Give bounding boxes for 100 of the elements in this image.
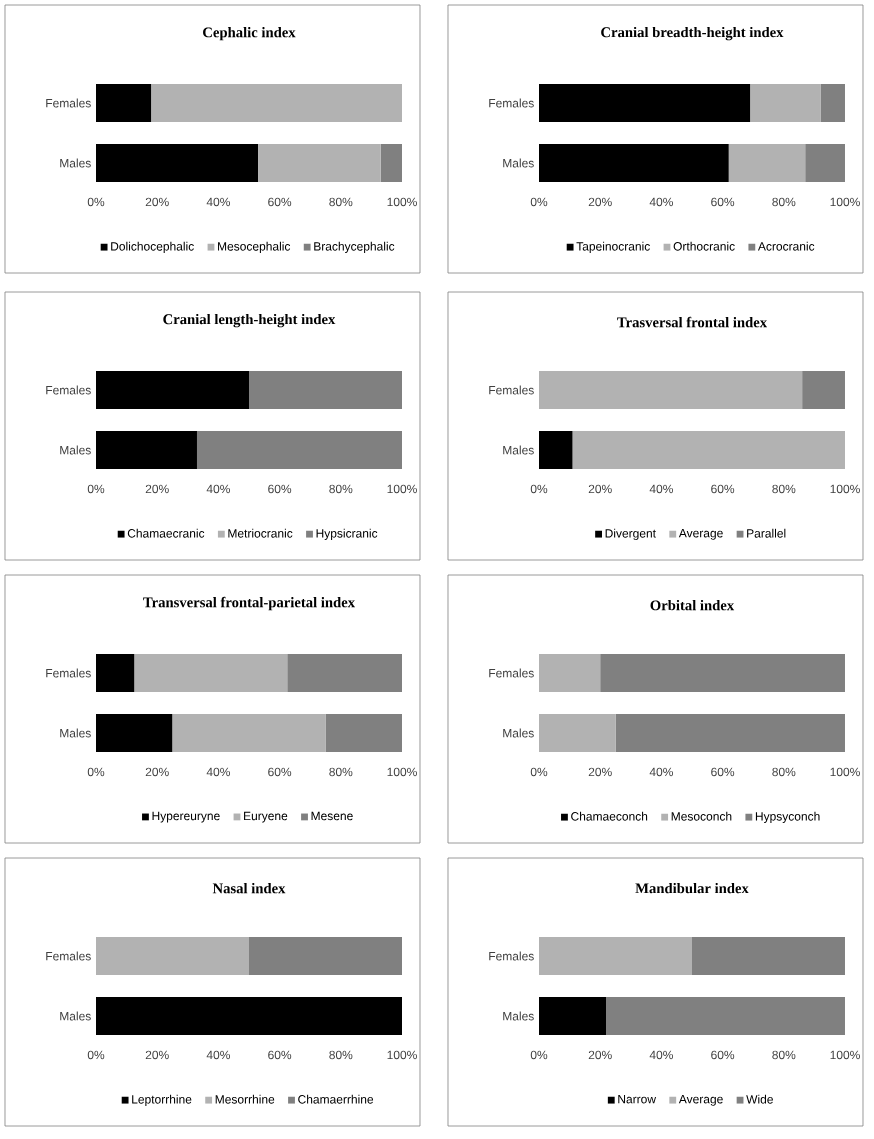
bar	[805, 144, 845, 183]
chart-title: Cranial breadth-height index	[601, 26, 784, 41]
bar	[151, 84, 402, 123]
x-tick-label: 0%	[87, 484, 105, 494]
x-tick-label: 80%	[772, 767, 796, 777]
bar	[600, 654, 845, 693]
legend-label: Mesocephalic	[218, 241, 291, 253]
x-tick-label: 60%	[268, 767, 292, 777]
bar	[606, 997, 845, 1036]
bar	[572, 431, 845, 470]
y-tick-label: Females	[46, 668, 91, 678]
legend-label: Mesorrhine	[215, 1094, 275, 1104]
bar	[96, 144, 259, 183]
bar	[539, 84, 751, 123]
x-tick-label: 20%	[588, 767, 612, 777]
x-tick-label: 0%	[530, 767, 548, 777]
chart-title: Nasal index	[212, 882, 286, 894]
y-tick-label: Males	[503, 445, 534, 455]
legend-label: Hypsicranic	[316, 528, 378, 540]
bar	[692, 937, 845, 976]
legend-label: Acrocranic	[757, 241, 815, 251]
x-tick-label: 40%	[206, 1050, 230, 1060]
x-tick-label: 20%	[145, 484, 169, 494]
bar	[615, 714, 845, 753]
y-tick-label: Males	[60, 1011, 91, 1021]
legend-label: Euryene	[244, 811, 288, 823]
x-tick-label: 0%	[87, 767, 105, 777]
x-tick-label: 100%	[830, 767, 860, 777]
legend-label: Narrow	[618, 1095, 657, 1104]
x-tick-label: 60%	[711, 484, 735, 494]
x-tick-label: 100%	[387, 197, 417, 207]
chart-title: Mandibular index	[635, 882, 749, 894]
y-tick-label: Females	[489, 385, 534, 395]
legend-label: Average	[678, 1095, 723, 1106]
legend-label: Chamaecranic	[127, 528, 205, 538]
x-tick-label: 60%	[268, 1050, 292, 1060]
x-tick-label: 80%	[329, 197, 353, 207]
x-tick-label: 40%	[206, 767, 230, 777]
bar	[96, 371, 249, 410]
y-tick-label: Females	[46, 951, 91, 961]
x-tick-label: 80%	[329, 767, 353, 777]
y-tick-label: Males	[503, 1011, 534, 1021]
x-tick-label: 20%	[588, 1050, 612, 1060]
x-tick-label: 100%	[830, 484, 860, 494]
x-tick-label: 80%	[329, 1050, 353, 1060]
x-tick-label: 80%	[772, 197, 796, 207]
bar	[380, 144, 402, 183]
y-tick-label: Females	[489, 668, 534, 678]
legend-label: Hypsyconch	[755, 811, 820, 823]
x-tick-label: 40%	[206, 197, 230, 207]
bar	[539, 997, 607, 1036]
legend-label: Leptorrhine	[132, 1094, 192, 1106]
bar	[539, 714, 616, 753]
bar	[820, 84, 845, 123]
bar	[96, 654, 135, 693]
chart-title: Orbital index	[650, 599, 735, 611]
x-tick-label: 20%	[588, 197, 612, 207]
x-tick-label: 40%	[649, 767, 673, 777]
x-tick-label: 20%	[588, 484, 612, 494]
bar	[539, 144, 729, 183]
legend-label: Hypereuryne	[152, 811, 220, 823]
bar	[172, 714, 326, 753]
bar	[539, 371, 803, 410]
bar	[539, 431, 573, 470]
x-tick-label: 0%	[530, 1050, 548, 1060]
x-tick-label: 60%	[268, 197, 292, 207]
bar	[134, 654, 288, 693]
legend-label: Mesoconch	[671, 811, 732, 821]
x-tick-label: 60%	[268, 484, 292, 494]
y-tick-label: Males	[60, 158, 91, 168]
x-tick-label: 80%	[772, 484, 796, 494]
x-tick-label: 0%	[87, 197, 105, 207]
y-tick-label: Females	[489, 951, 534, 961]
x-tick-label: 40%	[649, 484, 673, 494]
y-tick-label: Females	[489, 98, 534, 108]
chart-title: Cranial length-height index	[163, 313, 336, 328]
bar	[258, 144, 381, 183]
bar	[96, 431, 197, 470]
legend-label: Orthocranic	[673, 241, 735, 251]
x-tick-label: 20%	[145, 197, 169, 207]
x-tick-label: 20%	[145, 1050, 169, 1060]
bar	[750, 84, 821, 123]
x-tick-label: 40%	[206, 484, 230, 494]
bar	[249, 371, 402, 410]
y-tick-label: Males	[503, 158, 534, 168]
x-tick-label: 80%	[329, 484, 353, 494]
legend-label: Wide	[746, 1094, 773, 1104]
bar	[728, 144, 806, 183]
y-tick-label: Males	[503, 728, 534, 738]
bar	[802, 371, 845, 410]
x-tick-label: 60%	[711, 1050, 735, 1060]
chart-title: Cephalic index	[203, 27, 296, 41]
bar	[287, 654, 402, 693]
x-tick-label: 40%	[649, 197, 673, 207]
y-tick-label: Males	[60, 728, 91, 738]
legend-label: Brachycephalic	[314, 241, 395, 253]
legend-label: Average	[678, 529, 723, 540]
legend-label: Divergent	[605, 528, 656, 540]
legend-label: Chamaerrhine	[298, 1094, 374, 1104]
x-tick-label: 20%	[145, 767, 169, 777]
